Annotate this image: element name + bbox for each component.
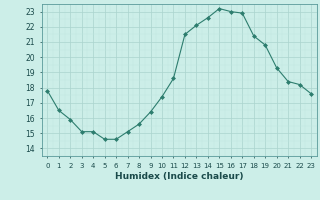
X-axis label: Humidex (Indice chaleur): Humidex (Indice chaleur) [115, 172, 244, 181]
